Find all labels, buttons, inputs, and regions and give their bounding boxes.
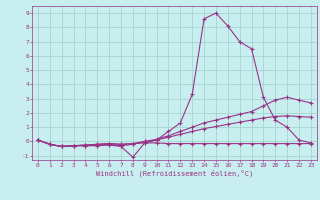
X-axis label: Windchill (Refroidissement éolien,°C): Windchill (Refroidissement éolien,°C) <box>96 169 253 177</box>
